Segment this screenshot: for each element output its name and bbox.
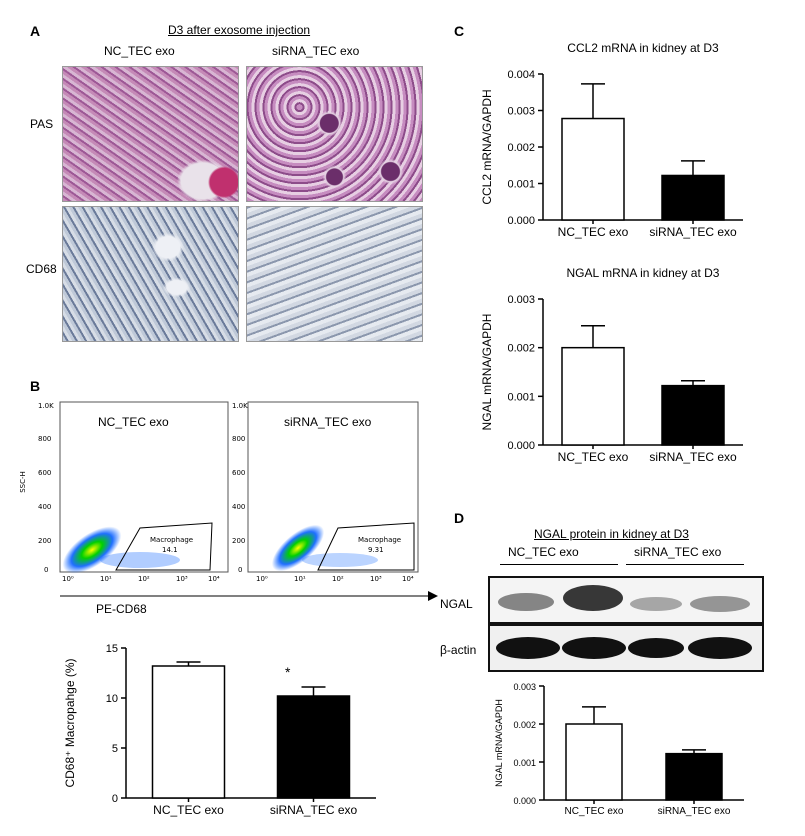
panel-d-group-left: NC_TEC exo <box>508 545 579 559</box>
y-tick-label: 0.002 <box>513 720 536 730</box>
cd68-micrograph-nc <box>62 206 239 342</box>
flow-x-tick: 10⁴ <box>402 575 414 583</box>
bar <box>661 384 725 446</box>
x-tick-label: siRNA_TEC exo <box>649 225 737 239</box>
y-tick-label: 0 <box>112 793 118 805</box>
gate-label-left: Macrophage <box>150 536 194 544</box>
x-tick-label: siRNA_TEC exo <box>658 806 731 817</box>
flow-x-tick: 10⁴ <box>208 575 220 583</box>
flow-y-tick: 1.0K <box>232 402 248 410</box>
flow-x-tick: 10³ <box>370 575 382 583</box>
y-tick-label: 15 <box>106 643 118 655</box>
flow-plot-nc <box>59 401 229 574</box>
bar-chart-macrophage: 0 5 10 15 CD68⁺ Macropahge (%) NC_TEC exo siRN… <box>63 643 376 817</box>
flow-y-tick: 0 <box>238 566 243 574</box>
panel-d-group-right: siRNA_TEC exo <box>634 545 722 559</box>
y-tick-label: 0.002 <box>507 142 535 154</box>
bar-chart-ccl2: CCL2 mRNA in kidney at D3 0.000 0.001 0.002… <box>480 41 743 239</box>
panel-a-row-pas: PAS <box>30 117 54 131</box>
flow-y-tick: 1.0K <box>38 402 54 410</box>
blot-ngal <box>488 576 764 624</box>
panel-a-letter: A <box>30 23 41 39</box>
panel-a-title: D3 after exosome injection <box>168 23 311 37</box>
panel-d-letter: D <box>454 510 465 526</box>
flow-x-tick: 10¹ <box>294 575 306 583</box>
flow-y-tick: 600 <box>232 469 246 477</box>
panel-c-letter: C <box>454 23 465 39</box>
pas-micrograph-nc <box>62 66 239 202</box>
blot-actin <box>488 624 764 672</box>
flow-y-tick: 200 <box>38 537 52 545</box>
chart-title: NGAL mRNA in kidney at D3 <box>567 266 720 280</box>
flow-x-tick: 10⁰ <box>62 575 74 583</box>
flow-x-tick: 10³ <box>176 575 188 583</box>
flow-y-axis-label: SSC-H <box>18 471 27 493</box>
panel-a-row-cd68: CD68 <box>26 262 57 276</box>
x-tick-label: siRNA_TEC exo <box>270 803 358 817</box>
y-tick-label: 0.001 <box>507 391 535 403</box>
bar-chart-ngal-protein: 0.000 0.001 0.002 0.003 NGAL mRNA/GAPDH NC_TE… <box>494 682 744 817</box>
pas-micrograph-sirna <box>246 66 423 202</box>
bar <box>276 695 351 799</box>
flow-y-tick: 400 <box>232 503 246 511</box>
chart-title: CCL2 mRNA in kidney at D3 <box>567 41 719 55</box>
x-tick-label: siRNA_TEC exo <box>649 450 737 464</box>
flow-right-label: siRNA_TEC exo <box>284 415 372 429</box>
y-tick-label: 10 <box>106 693 118 705</box>
y-tick-label: 0.003 <box>507 106 535 118</box>
gate-label-right: Macrophage <box>358 536 402 544</box>
y-tick-label: 5 <box>112 743 118 755</box>
gate-value-left: 14.1 <box>162 546 178 554</box>
y-axis-label: NGAL mRNA/GAPDH <box>480 314 494 431</box>
bar <box>561 117 625 221</box>
bar <box>151 665 226 799</box>
blot-label-ngal: NGAL <box>440 597 473 611</box>
y-axis-label: NGAL mRNA/GAPDH <box>494 699 504 787</box>
flow-x-axis-arrow <box>60 591 438 601</box>
flow-y-tick: 400 <box>38 503 52 511</box>
significance-star: * <box>285 664 291 680</box>
bar-chart-ngal-mrna: NGAL mRNA in kidney at D3 0.000 0.001 0.002… <box>480 266 743 464</box>
y-tick-label: 0.003 <box>507 294 535 306</box>
flow-x-tick: 10⁰ <box>256 575 268 583</box>
y-tick-label: 0.001 <box>507 179 535 191</box>
y-axis-label: CCL2 mRNA/GAPDH <box>480 89 494 204</box>
y-tick-label: 0.001 <box>513 758 536 768</box>
gate-value-right: 9.31 <box>368 546 384 554</box>
y-tick-label: 0.002 <box>507 343 535 355</box>
flow-y-tick: 800 <box>38 435 52 443</box>
flow-y-tick: 0 <box>44 566 49 574</box>
cd68-micrograph-sirna <box>246 206 423 342</box>
panel-d-title: NGAL protein in kidney at D3 <box>534 527 689 541</box>
flow-plot-sirna <box>247 401 419 573</box>
flow-left-label: NC_TEC exo <box>98 415 169 429</box>
panel-a-col-left: NC_TEC exo <box>104 44 175 58</box>
group-line-left <box>500 564 618 565</box>
y-tick-label: 0.000 <box>507 440 535 452</box>
y-tick-label: 0.000 <box>507 215 535 227</box>
bar <box>665 752 723 801</box>
y-tick-label: 0.004 <box>507 69 535 81</box>
panel-a-col-right: siRNA_TEC exo <box>272 44 360 58</box>
flow-x-tick: 10¹ <box>100 575 112 583</box>
blot-label-actin: β-actin <box>440 643 477 657</box>
x-tick-label: NC_TEC exo <box>565 806 624 817</box>
x-tick-label: NC_TEC exo <box>558 225 629 239</box>
flow-x-tick: 10² <box>138 575 150 583</box>
bar <box>661 174 725 221</box>
bar <box>565 723 623 801</box>
y-tick-label: 0.003 <box>513 682 536 692</box>
bar <box>561 346 625 446</box>
x-tick-label: NC_TEC exo <box>153 803 224 817</box>
flow-y-tick: 600 <box>38 469 52 477</box>
flow-x-axis-label: PE-CD68 <box>96 602 147 616</box>
flow-y-tick: 800 <box>232 435 246 443</box>
y-axis-label: CD68⁺ Macropahge (%) <box>63 658 77 787</box>
group-line-right <box>626 564 744 565</box>
flow-x-tick: 10² <box>332 575 344 583</box>
panel-b-letter: B <box>30 378 41 394</box>
x-tick-label: NC_TEC exo <box>558 450 629 464</box>
y-tick-label: 0.000 <box>513 796 536 806</box>
flow-y-tick: 200 <box>232 537 246 545</box>
